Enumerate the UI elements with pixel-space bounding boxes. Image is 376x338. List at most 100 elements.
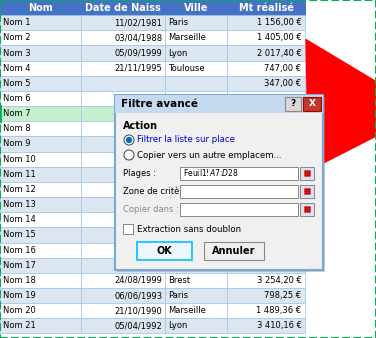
Text: 747,00 €: 747,00 €	[264, 64, 302, 73]
Text: 1 005,59 €: 1 005,59 €	[257, 246, 302, 255]
Bar	[165, 137, 227, 151]
Bar	[165, 61, 227, 76]
Bar	[81, 0, 165, 15]
Text: Nom 6: Nom 6	[3, 94, 30, 103]
Text: Nom 8: Nom 8	[3, 124, 30, 133]
Bar	[227, 227, 305, 242]
Bar	[81, 15, 165, 30]
Text: 798,25 €: 798,25 €	[264, 291, 302, 300]
Text: Marseille: Marseille	[168, 33, 206, 42]
Bar	[0, 273, 81, 288]
Bar	[81, 227, 165, 242]
Circle shape	[124, 135, 134, 145]
Bar	[81, 151, 165, 167]
Bar	[0, 76, 81, 91]
Text: Marseille: Marseille	[168, 306, 206, 315]
Bar	[227, 46, 305, 61]
Circle shape	[124, 150, 134, 160]
Bar	[227, 30, 305, 46]
Bar	[227, 106, 305, 121]
Bar	[165, 15, 227, 30]
Bar	[115, 95, 323, 113]
Text: Lyon: Lyon	[168, 49, 188, 57]
Bar	[81, 167, 165, 182]
Bar	[81, 30, 165, 46]
Bar	[300, 167, 314, 179]
Text: Nom 10: Nom 10	[3, 155, 36, 164]
Bar	[81, 76, 165, 91]
Text: X: X	[308, 99, 315, 108]
Bar	[300, 185, 314, 197]
Bar	[0, 46, 81, 61]
Bar	[165, 197, 227, 212]
Bar	[165, 121, 227, 137]
Text: 1 530,00 €: 1 530,00 €	[257, 155, 302, 164]
Bar	[117, 97, 325, 272]
Text: Nom 11: Nom 11	[3, 170, 36, 179]
Bar	[0, 106, 81, 121]
Text: Nice: Nice	[168, 261, 187, 270]
Text: 527,40 €: 527,40 €	[265, 94, 302, 103]
Bar	[227, 0, 305, 15]
Text: 1 148,00 €: 1 148,00 €	[257, 170, 302, 179]
Text: 21/11/1995: 21/11/1995	[115, 64, 162, 73]
Text: Nom 13: Nom 13	[3, 200, 36, 209]
Text: 05/09/1999: 05/09/1999	[115, 49, 162, 57]
Bar	[303, 97, 321, 111]
Text: OK: OK	[157, 246, 172, 256]
Bar	[227, 15, 305, 30]
Text: Lyon: Lyon	[168, 321, 188, 330]
Bar	[81, 91, 165, 106]
Bar	[81, 182, 165, 197]
Bar	[0, 288, 81, 303]
Bar	[165, 106, 227, 121]
Bar	[0, 151, 81, 167]
Bar	[165, 30, 227, 46]
Text: Date de Naiss: Date de Naiss	[85, 3, 161, 13]
Bar	[227, 137, 305, 151]
Text: Nom 7: Nom 7	[3, 109, 30, 118]
Text: Copier vers un autre emplacem...: Copier vers un autre emplacem...	[137, 150, 282, 160]
Bar	[227, 212, 305, 227]
Text: 438,43 €: 438,43 €	[264, 261, 302, 270]
Bar	[81, 288, 165, 303]
Bar	[165, 288, 227, 303]
Bar	[0, 167, 81, 182]
Bar	[227, 167, 305, 182]
Text: 1 489,36 €: 1 489,36 €	[256, 306, 302, 315]
Text: Nom 3: Nom 3	[3, 49, 30, 57]
Text: 3 410,16 €: 3 410,16 €	[256, 321, 302, 330]
Bar	[0, 30, 81, 46]
Bar	[81, 46, 165, 61]
Bar	[0, 303, 81, 318]
Text: 1 405,00 €: 1 405,00 €	[257, 33, 302, 42]
Bar	[0, 15, 81, 30]
Bar	[81, 137, 165, 151]
Text: Filtrer la liste sur place: Filtrer la liste sur place	[137, 136, 235, 145]
Text: Toulouse: Toulouse	[168, 64, 205, 73]
Text: Nom 21: Nom 21	[3, 321, 36, 330]
Text: Paris: Paris	[168, 18, 189, 27]
Text: Nom 12: Nom 12	[3, 185, 36, 194]
Bar	[0, 227, 81, 242]
Bar	[81, 318, 165, 334]
Text: Action: Action	[123, 121, 158, 131]
Bar	[81, 273, 165, 288]
Bar	[165, 242, 227, 258]
Text: 06/06/1993: 06/06/1993	[114, 291, 162, 300]
Bar	[81, 197, 165, 212]
Bar	[165, 258, 227, 273]
Text: Ville: Ville	[184, 3, 209, 13]
Text: Nom 16: Nom 16	[3, 246, 36, 255]
Bar	[81, 242, 165, 258]
Text: Mt réalisé: Mt réalisé	[238, 3, 294, 13]
Text: 15/03/1996: 15/03/1996	[114, 261, 162, 270]
Bar	[0, 318, 81, 334]
Text: Nom 14: Nom 14	[3, 215, 36, 224]
Bar	[180, 185, 298, 197]
Bar	[0, 212, 81, 227]
Text: Nom 19: Nom 19	[3, 291, 36, 300]
Bar	[227, 182, 305, 197]
Bar	[227, 303, 305, 318]
Bar	[227, 76, 305, 91]
